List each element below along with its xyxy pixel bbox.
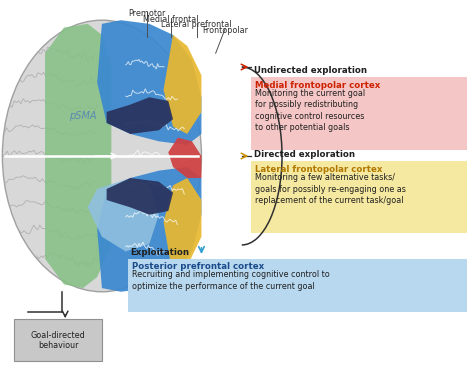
Text: Recruiting and implementing cognitive control to
optimize the performance of the: Recruiting and implementing cognitive co… <box>132 270 329 291</box>
FancyBboxPatch shape <box>251 77 467 150</box>
Polygon shape <box>164 35 201 134</box>
Text: Directed exploration: Directed exploration <box>254 150 355 159</box>
Polygon shape <box>45 24 111 288</box>
Text: Premotor: Premotor <box>128 9 165 18</box>
Polygon shape <box>164 178 201 277</box>
Text: Frontopolar: Frontopolar <box>202 26 248 35</box>
FancyBboxPatch shape <box>251 161 467 233</box>
Text: Monitoring a few alternative tasks/
goals for possibly re-engaging one as
replac: Monitoring a few alternative tasks/ goal… <box>255 173 406 205</box>
FancyBboxPatch shape <box>128 259 467 312</box>
Text: Lateral frontopolar cortex: Lateral frontopolar cortex <box>255 165 383 174</box>
Ellipse shape <box>2 20 201 292</box>
Polygon shape <box>107 178 173 215</box>
Polygon shape <box>97 20 201 145</box>
Text: Lateral prefrontal: Lateral prefrontal <box>162 20 232 29</box>
FancyBboxPatch shape <box>14 319 102 361</box>
Text: Exploitation: Exploitation <box>130 247 189 257</box>
Text: pSMA: pSMA <box>69 110 97 121</box>
Text: Medial frontopolar cortex: Medial frontopolar cortex <box>255 81 381 90</box>
Polygon shape <box>97 167 201 292</box>
Text: Undirected exploration: Undirected exploration <box>254 66 366 75</box>
Text: Monitoring the current goal
for possibly redistributing
cognitive control resour: Monitoring the current goal for possibly… <box>255 89 365 132</box>
Text: Goal-directed
behaviour: Goal-directed behaviour <box>31 331 85 350</box>
Text: Medial frontal: Medial frontal <box>143 15 199 24</box>
Polygon shape <box>107 97 173 134</box>
Text: Posterior prefrontal cortex: Posterior prefrontal cortex <box>132 262 264 272</box>
Polygon shape <box>168 138 201 178</box>
Polygon shape <box>88 178 159 251</box>
